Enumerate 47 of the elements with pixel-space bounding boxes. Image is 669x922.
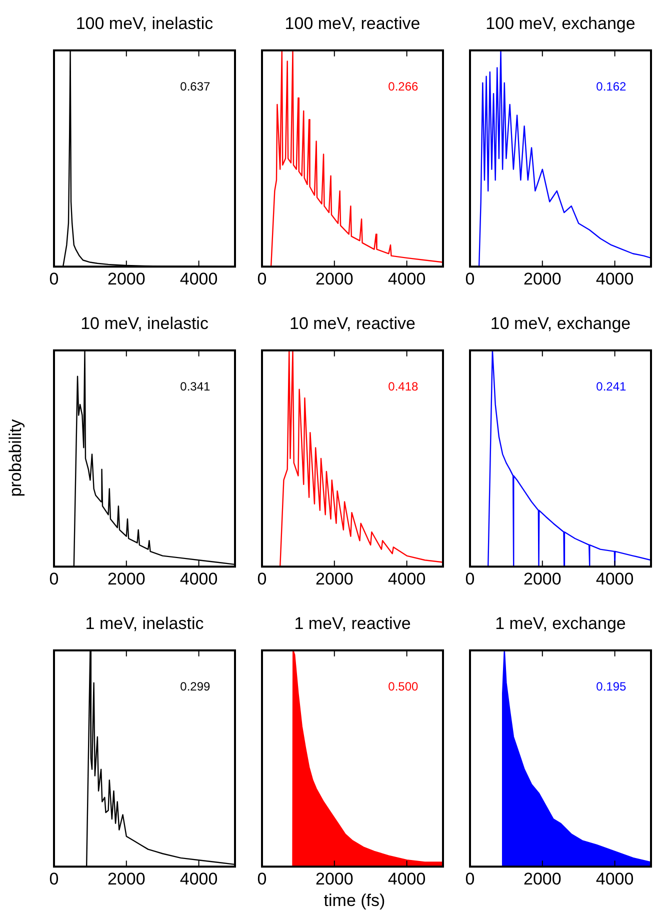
- x-tick-label: 2000: [523, 569, 562, 588]
- x-tick-label: 4000: [596, 269, 634, 288]
- chart-title: 10 meV, reactive: [290, 314, 416, 333]
- x-tick-label: 2000: [107, 869, 146, 888]
- chart-title: 1 meV, inelastic: [85, 614, 204, 633]
- x-tick-label: 2000: [107, 569, 146, 588]
- x-tick-label: 2000: [523, 869, 562, 888]
- x-tick-label: 4000: [596, 569, 634, 588]
- x-tick-label: 0: [465, 869, 475, 888]
- annotation: 0.266: [388, 79, 419, 94]
- x-tick-label: 2000: [315, 269, 354, 288]
- annotation: 0.418: [388, 379, 419, 394]
- x-tick-label: 0: [257, 869, 267, 888]
- x-tick-label: 4000: [180, 269, 218, 288]
- x-tick-label: 4000: [180, 869, 218, 888]
- x-tick-label: 0: [465, 269, 475, 288]
- chart-title: 100 meV, inelastic: [76, 14, 214, 33]
- x-tick-label: 4000: [388, 869, 426, 888]
- chart-title: 100 meV, exchange: [486, 14, 636, 33]
- x-tick-label: 0: [49, 869, 59, 888]
- x-tick-label: 2000: [107, 269, 146, 288]
- x-tick-label: 4000: [388, 269, 426, 288]
- annotation: 0.162: [596, 79, 627, 94]
- x-tick-label: 0: [257, 269, 267, 288]
- x-tick-label: 2000: [523, 269, 562, 288]
- chart-title: 1 meV, exchange: [495, 614, 626, 633]
- y-axis-title: probability: [6, 419, 26, 497]
- x-tick-label: 0: [49, 269, 59, 288]
- annotation: 0.637: [180, 79, 211, 94]
- chart-title: 10 meV, exchange: [490, 314, 631, 333]
- chart-title: 1 meV, reactive: [294, 614, 411, 633]
- chart-title: 10 meV, inelastic: [80, 314, 209, 333]
- x-tick-label: 4000: [596, 869, 634, 888]
- annotation: 0.341: [180, 379, 211, 394]
- annotation: 0.500: [388, 679, 419, 694]
- x-tick-label: 0: [257, 569, 267, 588]
- x-tick-label: 4000: [388, 569, 426, 588]
- x-tick-label: 0: [465, 569, 475, 588]
- annotation: 0.241: [596, 379, 627, 394]
- x-tick-label: 2000: [315, 569, 354, 588]
- chart-title: 100 meV, reactive: [284, 14, 420, 33]
- x-tick-label: 2000: [315, 869, 354, 888]
- x-tick-label: 4000: [180, 569, 218, 588]
- x-tick-label: 0: [49, 569, 59, 588]
- annotation: 0.299: [180, 679, 211, 694]
- x-axis-title: time (fs): [322, 891, 386, 911]
- annotation: 0.195: [596, 679, 627, 694]
